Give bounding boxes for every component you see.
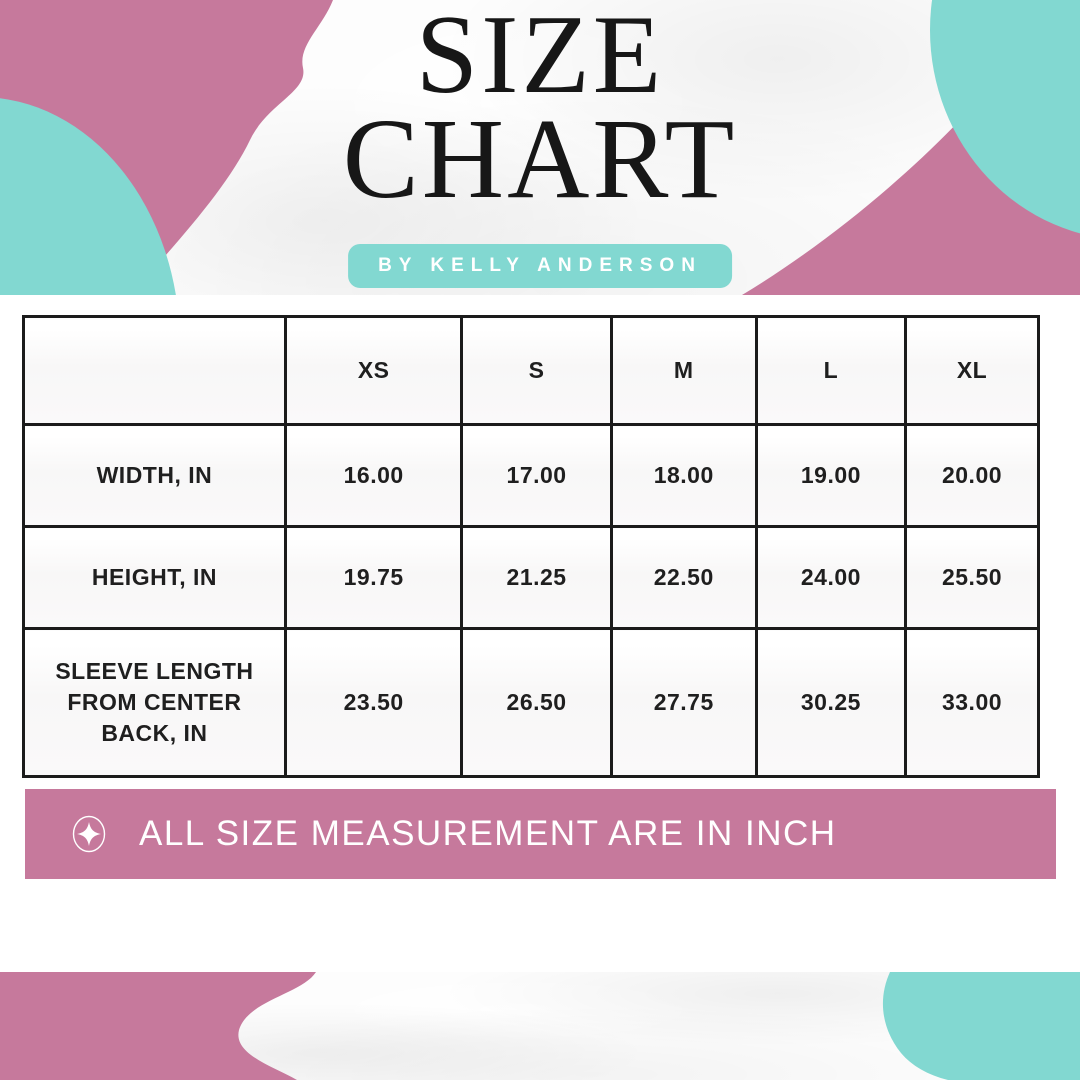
header-blob-shapes <box>0 0 1080 295</box>
note-banner: ALL SIZE MEASUREMENT ARE IN INCH <box>25 789 1056 879</box>
note-text: ALL SIZE MEASUREMENT ARE IN INCH <box>139 814 837 853</box>
measurement-cell: 21.25 <box>460 525 613 630</box>
author-badge: BY KELLY ANDERSON <box>348 244 732 288</box>
measurement-cell: 19.75 <box>283 525 464 630</box>
table-row: WIDTH, IN 16.00 17.00 18.00 19.00 20.00 <box>22 423 1040 528</box>
measurement-cell: 26.50 <box>460 627 613 778</box>
column-header-l: L <box>754 315 908 426</box>
row-label: HEIGHT, IN <box>22 525 287 630</box>
measurement-cell: 16.00 <box>283 423 464 528</box>
measurement-cell: 33.00 <box>904 627 1040 778</box>
column-header-xs: XS <box>283 315 464 426</box>
page-title: SIZE CHART <box>0 0 1080 223</box>
measurement-cell: 19.00 <box>754 423 908 528</box>
teal-blob-bottom-right <box>882 972 1080 1080</box>
size-table: XS S M L XL WIDTH, IN 16.00 17.00 18.00 19.00 20.… <box>22 315 1040 778</box>
title-line-size: SIZE <box>415 0 665 117</box>
measurement-cell: 20.00 <box>904 423 1040 528</box>
table-header-row: XS S M L XL <box>22 315 1040 426</box>
footer-blob-shapes <box>0 972 1080 1080</box>
measurement-cell: 25.50 <box>904 525 1040 630</box>
measurement-cell: 18.00 <box>609 423 758 528</box>
teal-blob-top-left <box>0 98 176 295</box>
corner-cell <box>22 315 287 426</box>
table-row: SLEEVE LENGTH FROM CENTER BACK, IN 23.50 2… <box>22 627 1040 778</box>
pink-blob-bottom-left <box>0 972 316 1080</box>
table-row: HEIGHT, IN 19.75 21.25 22.50 24.00 25.50 <box>22 525 1040 630</box>
column-header-xl: XL <box>904 315 1040 426</box>
header-band: SIZE CHART BY KELLY ANDERSON <box>0 0 1080 295</box>
footer-band <box>0 972 1080 1080</box>
column-header-m: M <box>609 315 758 426</box>
sparkle-icon <box>72 815 106 853</box>
row-label: WIDTH, IN <box>22 423 287 528</box>
measurement-cell: 27.75 <box>609 627 758 778</box>
measurement-cell: 30.25 <box>754 627 908 778</box>
measurement-cell: 24.00 <box>754 525 908 630</box>
teal-blob-top-right <box>930 0 1080 234</box>
measurement-cell: 23.50 <box>283 627 464 778</box>
row-label: SLEEVE LENGTH FROM CENTER BACK, IN <box>22 627 287 778</box>
column-header-s: S <box>460 315 613 426</box>
title-line-chart: CHART <box>342 95 738 223</box>
measurement-cell: 17.00 <box>460 423 613 528</box>
measurement-cell: 22.50 <box>609 525 758 630</box>
